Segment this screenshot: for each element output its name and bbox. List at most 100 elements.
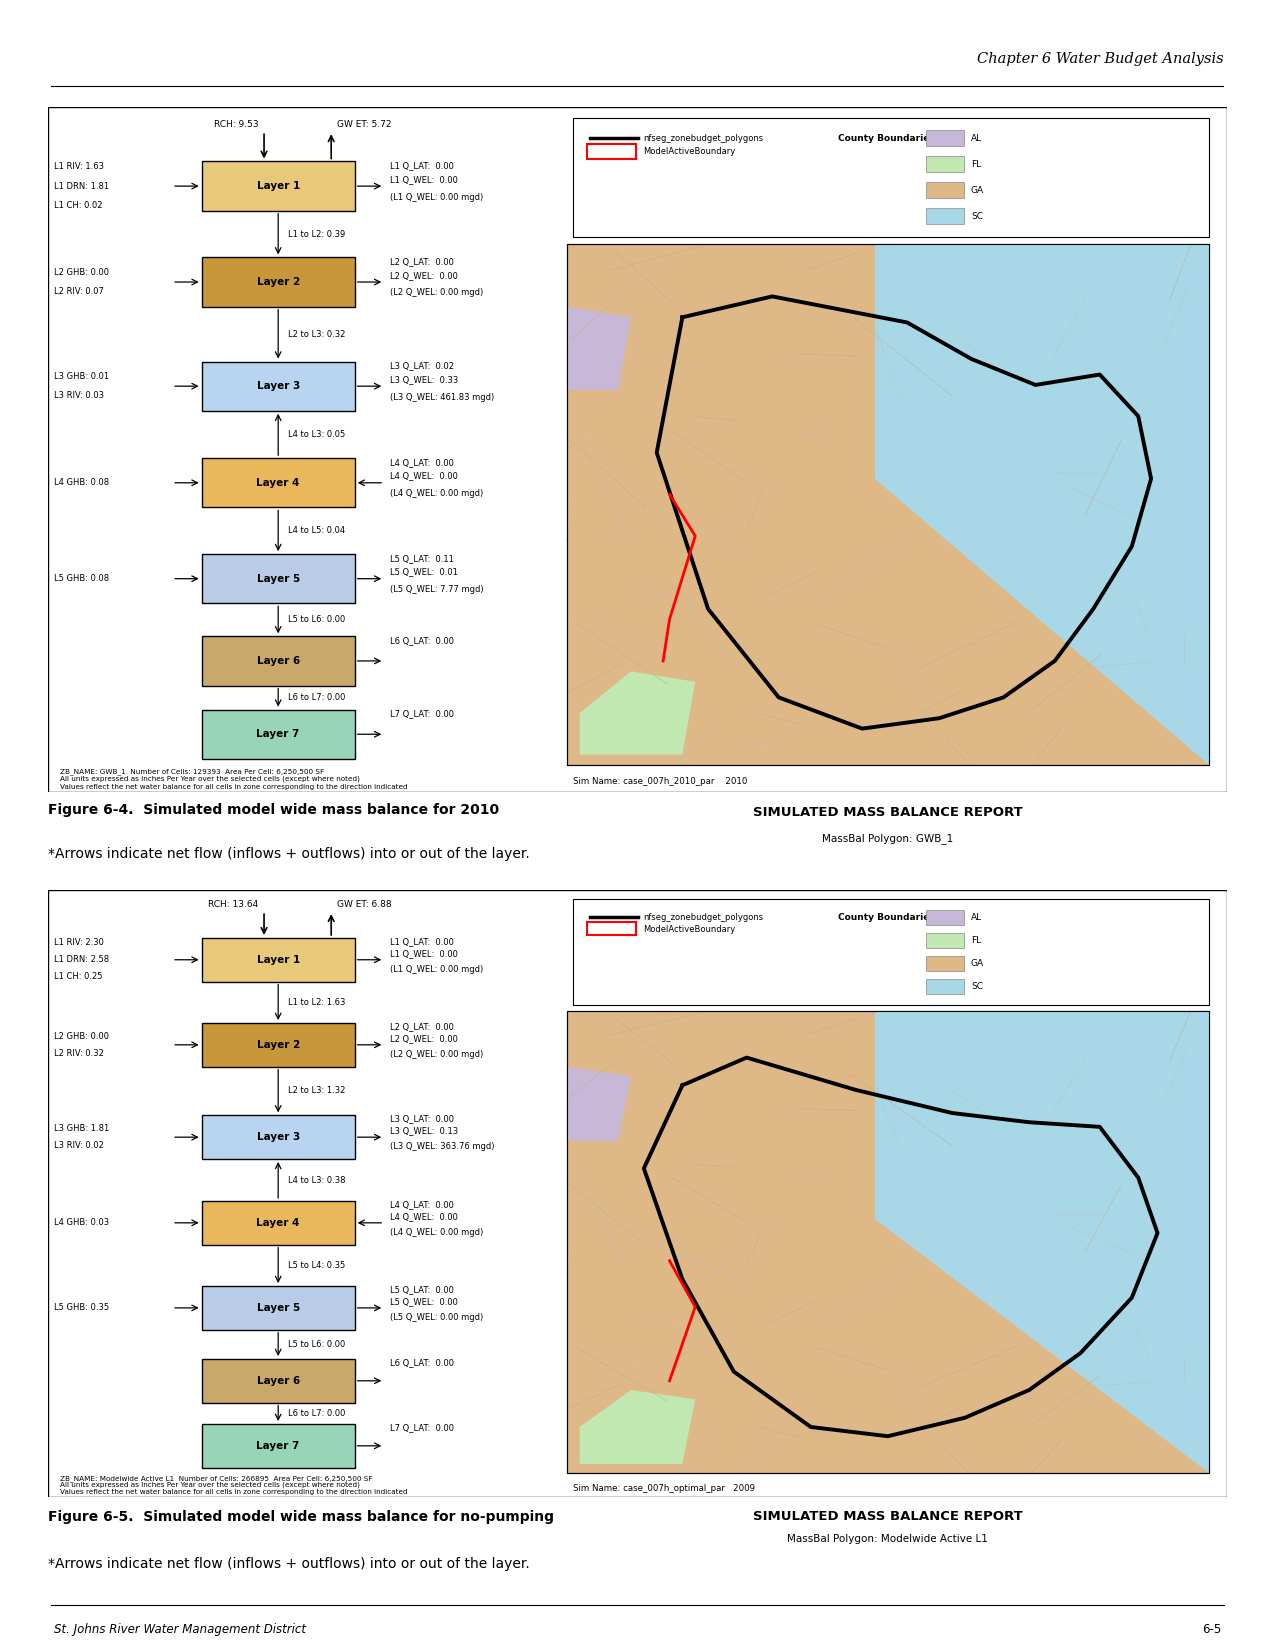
- Text: L2 Q_WEL:  0.00: L2 Q_WEL: 0.00: [390, 1034, 458, 1043]
- Text: All units expressed as Inches Per Year over the selected cells (except where not: All units expressed as Inches Per Year o…: [60, 776, 360, 783]
- Text: L1 RIV: 1.63: L1 RIV: 1.63: [55, 162, 105, 172]
- Text: L4 Q_LAT:  0.00: L4 Q_LAT: 0.00: [390, 1200, 454, 1209]
- Polygon shape: [580, 1390, 695, 1464]
- Text: *Arrows indicate net flow (inflows + outflows) into or out of the layer.: *Arrows indicate net flow (inflows + out…: [48, 1557, 530, 1570]
- Text: ModelActiveBoundary: ModelActiveBoundary: [644, 925, 736, 934]
- Text: Layer 1: Layer 1: [256, 182, 300, 192]
- Text: L1 Q_WEL:  0.00: L1 Q_WEL: 0.00: [390, 175, 458, 183]
- Text: Sim Name: case_007h_optimal_par   2009: Sim Name: case_007h_optimal_par 2009: [572, 1484, 755, 1493]
- Text: Chapter 6 Water Budget Analysis: Chapter 6 Water Budget Analysis: [978, 53, 1224, 66]
- Text: L3 Q_LAT:  0.02: L3 Q_LAT: 0.02: [390, 362, 454, 370]
- Text: GW ET: 5.72: GW ET: 5.72: [337, 119, 391, 129]
- Text: L4 to L3: 0.38: L4 to L3: 0.38: [288, 1176, 346, 1184]
- Bar: [201, 555, 354, 603]
- Text: L6 to L7: 0.00: L6 to L7: 0.00: [288, 693, 346, 702]
- Text: L1 DRN: 2.58: L1 DRN: 2.58: [55, 956, 110, 964]
- Text: Figure 6-5.  Simulated model wide mass balance for no-pumping: Figure 6-5. Simulated model wide mass ba…: [48, 1509, 555, 1524]
- Polygon shape: [580, 672, 695, 755]
- Text: Values reflect the net water balance for all cells in zone corresponding to the : Values reflect the net water balance for…: [60, 784, 408, 789]
- Text: Layer 5: Layer 5: [256, 573, 300, 584]
- Bar: [201, 1116, 354, 1159]
- Text: (L3 Q_WEL: 363.76 mgd): (L3 Q_WEL: 363.76 mgd): [390, 1142, 495, 1151]
- Text: MassBal Polygon: Modelwide Active L1: MassBal Polygon: Modelwide Active L1: [788, 1534, 988, 1544]
- Text: Sim Name: case_007h_2010_par    2010: Sim Name: case_007h_2010_par 2010: [572, 778, 747, 786]
- Bar: [201, 162, 354, 211]
- Text: L3 Q_LAT:  0.00: L3 Q_LAT: 0.00: [390, 1114, 454, 1123]
- Text: (L4 Q_WEL: 0.00 mgd): (L4 Q_WEL: 0.00 mgd): [390, 1228, 483, 1237]
- Text: SC: SC: [970, 211, 983, 221]
- Text: L1 Q_LAT:  0.00: L1 Q_LAT: 0.00: [390, 938, 454, 946]
- Bar: [201, 1286, 354, 1329]
- Bar: [201, 938, 354, 982]
- Text: Values reflect the net water balance for all cells in zone corresponding to the : Values reflect the net water balance for…: [60, 1489, 408, 1496]
- Text: (L2 Q_WEL: 0.00 mgd): (L2 Q_WEL: 0.00 mgd): [390, 289, 483, 297]
- Text: GA: GA: [970, 959, 984, 967]
- Text: L2 to L3: 0.32: L2 to L3: 0.32: [288, 330, 346, 338]
- Text: L4 to L3: 0.05: L4 to L3: 0.05: [288, 429, 344, 439]
- Text: L5 Q_LAT:  0.11: L5 Q_LAT: 0.11: [390, 553, 454, 563]
- Polygon shape: [875, 244, 1209, 764]
- Text: L2 RIV: 0.32: L2 RIV: 0.32: [55, 1048, 105, 1058]
- Polygon shape: [567, 307, 631, 390]
- Text: RCH: 9.53: RCH: 9.53: [213, 119, 258, 129]
- Text: L1 CH: 0.02: L1 CH: 0.02: [55, 201, 103, 210]
- Bar: [567, 1012, 1209, 1473]
- Text: L4 GHB: 0.03: L4 GHB: 0.03: [55, 1218, 110, 1227]
- Text: St. Johns River Water Management District: St. Johns River Water Management Distric…: [54, 1623, 306, 1636]
- Text: L1 DRN: 1.81: L1 DRN: 1.81: [55, 182, 110, 190]
- Text: GA: GA: [970, 185, 984, 195]
- Text: L2 GHB: 0.00: L2 GHB: 0.00: [55, 1032, 110, 1040]
- Text: AL: AL: [970, 913, 982, 921]
- Text: L2 Q_LAT:  0.00: L2 Q_LAT: 0.00: [390, 1022, 454, 1032]
- Bar: [586, 923, 636, 936]
- Text: L3 Q_WEL:  0.13: L3 Q_WEL: 0.13: [390, 1126, 458, 1136]
- Bar: [567, 1012, 1209, 1473]
- Bar: [201, 1024, 354, 1067]
- Text: L4 GHB: 0.08: L4 GHB: 0.08: [55, 479, 110, 487]
- Text: L4 Q_WEL:  0.00: L4 Q_WEL: 0.00: [390, 472, 458, 480]
- Text: Layer 7: Layer 7: [256, 1441, 300, 1451]
- Text: L6 Q_LAT:  0.00: L6 Q_LAT: 0.00: [390, 1359, 454, 1367]
- Text: (L2 Q_WEL: 0.00 mgd): (L2 Q_WEL: 0.00 mgd): [390, 1050, 483, 1058]
- Text: L1 Q_LAT:  0.00: L1 Q_LAT: 0.00: [390, 162, 454, 170]
- Text: L1 to L2: 1.63: L1 to L2: 1.63: [288, 997, 346, 1007]
- Text: Layer 3: Layer 3: [256, 1133, 300, 1142]
- Text: L5 to L4: 0.35: L5 to L4: 0.35: [288, 1261, 344, 1270]
- Bar: [926, 956, 964, 971]
- Text: SC: SC: [970, 982, 983, 991]
- Text: GW ET: 6.88: GW ET: 6.88: [337, 900, 391, 908]
- Bar: [926, 130, 964, 147]
- Text: L7 Q_LAT:  0.00: L7 Q_LAT: 0.00: [390, 710, 454, 718]
- Text: L1 CH: 0.25: L1 CH: 0.25: [55, 972, 103, 981]
- Text: Layer 6: Layer 6: [256, 1375, 300, 1385]
- Text: ZB_NAME: Modelwide Active L1  Number of Cells: 266895  Area Per Cell: 6,250,500 : ZB_NAME: Modelwide Active L1 Number of C…: [60, 1474, 372, 1481]
- Text: L3 GHB: 0.01: L3 GHB: 0.01: [55, 371, 110, 381]
- Text: L1 RIV: 2.30: L1 RIV: 2.30: [55, 938, 105, 948]
- Text: Layer 2: Layer 2: [256, 277, 300, 287]
- Text: L7 Q_LAT:  0.00: L7 Q_LAT: 0.00: [390, 1423, 454, 1431]
- Bar: [572, 117, 1209, 238]
- Text: L2 Q_WEL:  0.00: L2 Q_WEL: 0.00: [390, 271, 458, 279]
- Text: ModelActiveBoundary: ModelActiveBoundary: [644, 147, 736, 157]
- Text: L3 RIV: 0.03: L3 RIV: 0.03: [55, 391, 105, 400]
- Text: Layer 4: Layer 4: [256, 1218, 300, 1228]
- Text: L5 Q_LAT:  0.00: L5 Q_LAT: 0.00: [390, 1284, 454, 1294]
- Text: L2 to L3: 1.32: L2 to L3: 1.32: [288, 1086, 346, 1096]
- Text: ZB_NAME: GWB_1  Number of Cells: 129393  Area Per Cell: 6,250,500 SF: ZB_NAME: GWB_1 Number of Cells: 129393 A…: [60, 768, 324, 774]
- Text: Figure 6-4.  Simulated model wide mass balance for 2010: Figure 6-4. Simulated model wide mass ba…: [48, 802, 500, 817]
- Text: (L1 Q_WEL: 0.00 mgd): (L1 Q_WEL: 0.00 mgd): [390, 964, 483, 974]
- Text: *Arrows indicate net flow (inflows + outflows) into or out of the layer.: *Arrows indicate net flow (inflows + out…: [48, 847, 530, 860]
- Bar: [926, 182, 964, 198]
- Text: L1 Q_WEL:  0.00: L1 Q_WEL: 0.00: [390, 949, 458, 958]
- Text: All units expressed as Inches Per Year over the selected cells (except where not: All units expressed as Inches Per Year o…: [60, 1483, 360, 1488]
- Text: L2 RIV: 0.07: L2 RIV: 0.07: [55, 287, 105, 296]
- Bar: [926, 910, 964, 925]
- Bar: [201, 457, 354, 507]
- Text: Layer 7: Layer 7: [256, 730, 300, 740]
- Text: L4 to L5: 0.04: L4 to L5: 0.04: [288, 527, 344, 535]
- Bar: [201, 710, 354, 759]
- Text: L5 Q_WEL:  0.00: L5 Q_WEL: 0.00: [390, 1298, 458, 1306]
- Bar: [926, 979, 964, 994]
- Text: L6 to L7: 0.00: L6 to L7: 0.00: [288, 1408, 346, 1418]
- Text: L5 to L6: 0.00: L5 to L6: 0.00: [288, 1341, 344, 1349]
